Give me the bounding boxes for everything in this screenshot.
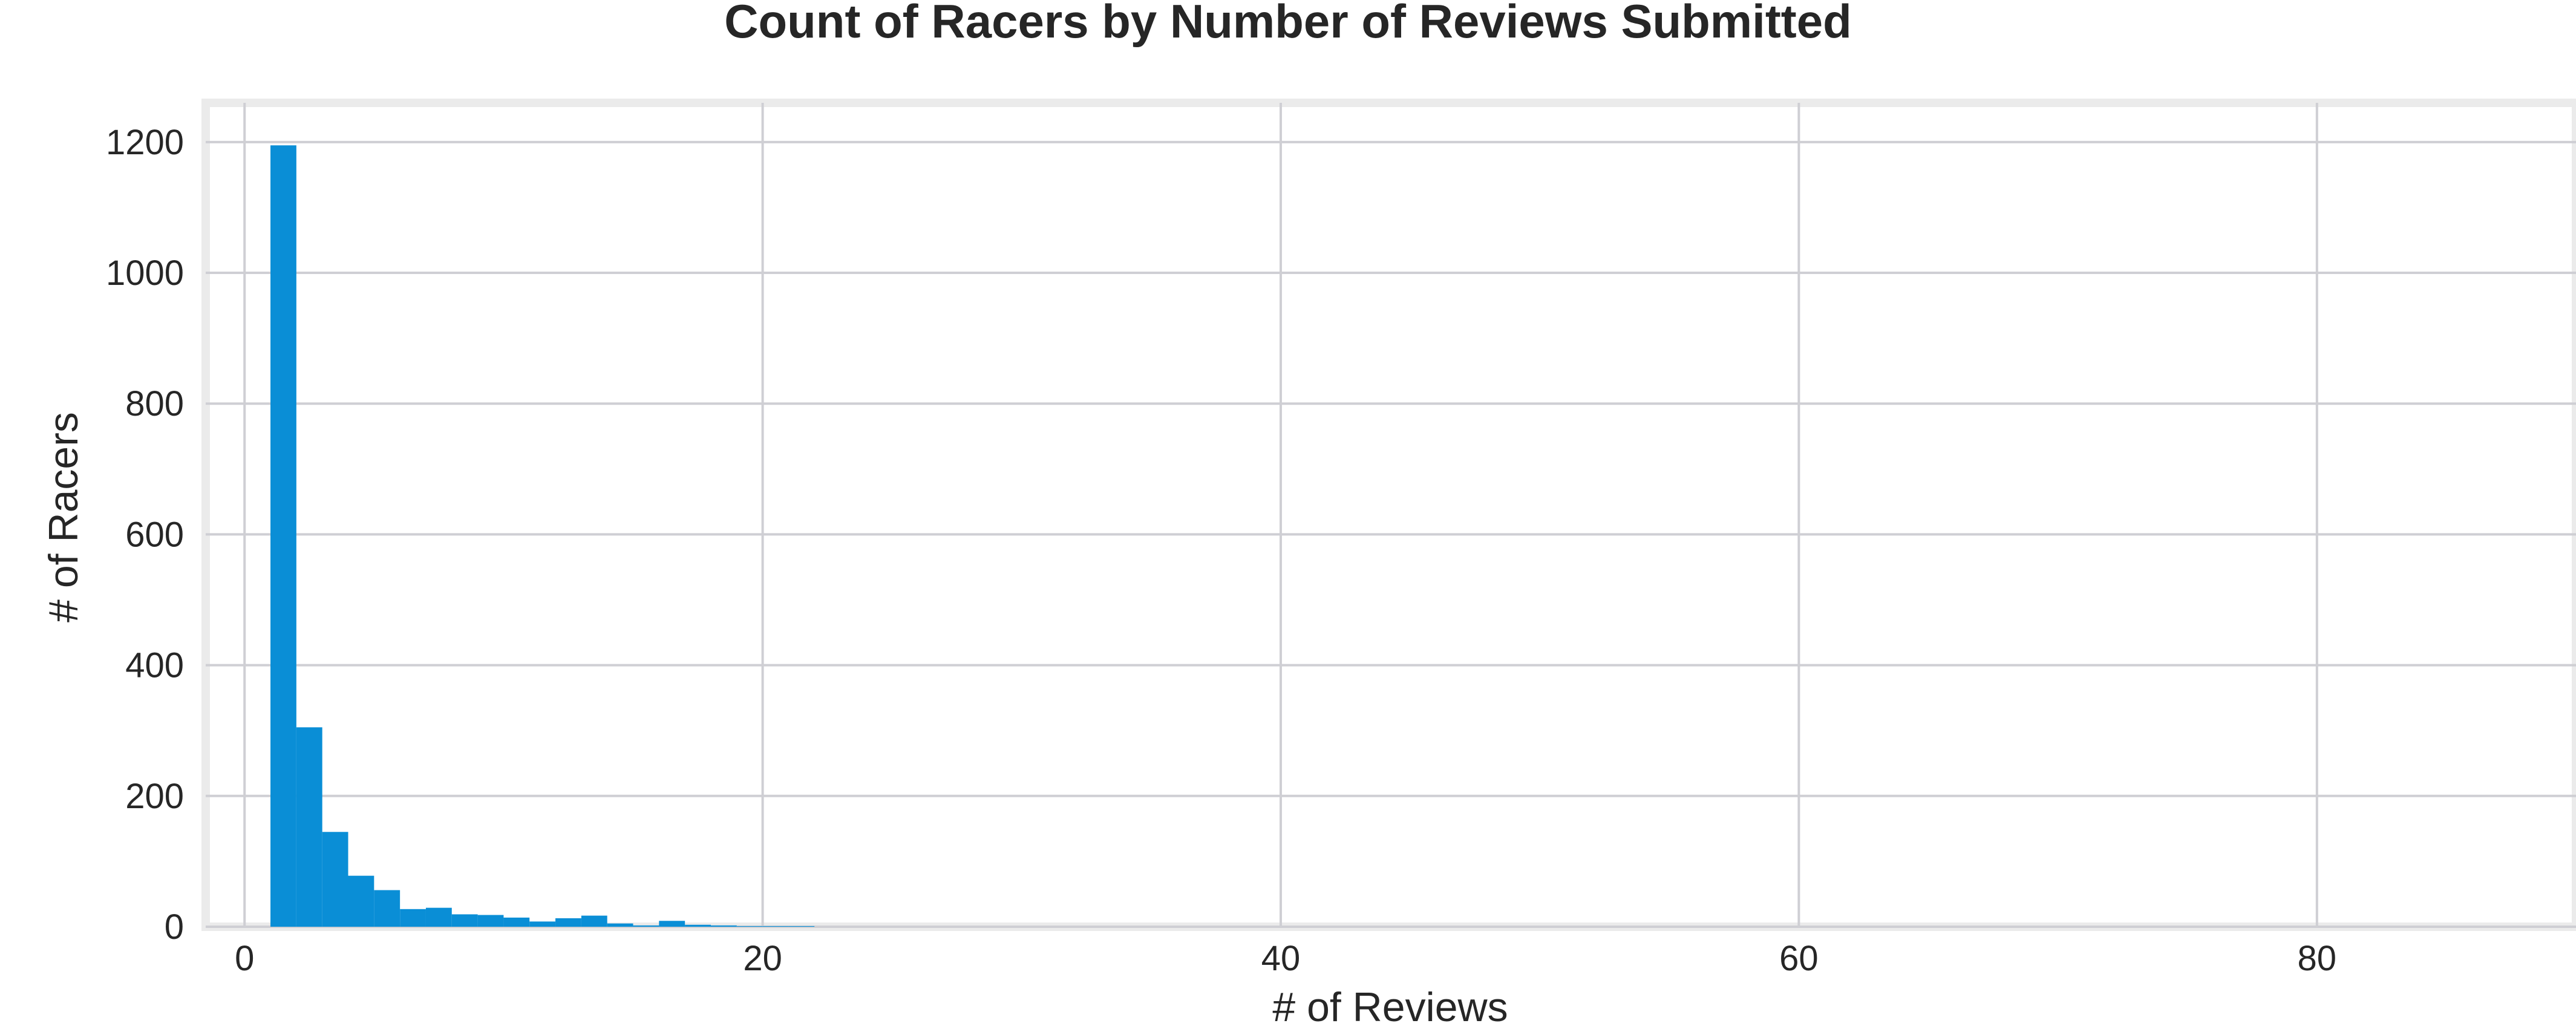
histogram-bar-3	[348, 875, 374, 927]
histogram-bar-9	[503, 917, 530, 927]
histogram-bar-7	[451, 914, 478, 927]
histogram-bar-10	[529, 921, 556, 927]
y-axis-label: # of Racers	[41, 412, 87, 622]
histogram-bar-19	[762, 926, 789, 927]
x-tick-label-40: 40	[1261, 939, 1301, 978]
grid-lines	[206, 103, 2576, 928]
histogram-bar-16	[685, 924, 711, 927]
histogram-bar-5	[400, 909, 426, 927]
y-tick-label-800: 800	[125, 384, 184, 423]
y-tick-label-600: 600	[125, 515, 184, 554]
histogram-bar-12	[581, 915, 607, 927]
y-tick-label-1000: 1000	[106, 253, 184, 293]
x-tick-label-20: 20	[743, 939, 782, 978]
histogram-bar-20	[788, 926, 815, 927]
histogram-bar-4	[374, 890, 400, 927]
plot-frame	[201, 99, 2576, 931]
histogram-bar-0	[270, 145, 296, 927]
y-tick-label-1200: 1200	[106, 123, 184, 162]
y-tick-label-400: 400	[125, 646, 184, 685]
plot-area	[201, 99, 2576, 931]
chart-title: Count of Racers by Number of Reviews Sub…	[724, 0, 1852, 48]
x-axis-ticks: 0 20 40 60 80	[235, 939, 2336, 978]
y-axis-ticks: 0 200 400 600 800 1000 1200	[106, 123, 184, 947]
histogram-bar-8	[477, 915, 504, 927]
histogram-bar-17	[710, 925, 737, 927]
histogram-bar-18	[736, 926, 763, 927]
x-tick-label-60: 60	[1779, 939, 1819, 978]
histogram-bars	[270, 145, 815, 927]
histogram-bar-6	[425, 907, 452, 927]
x-tick-label-80: 80	[2298, 939, 2337, 978]
x-axis-label: # of Reviews	[1272, 984, 1508, 1030]
histogram-bar-13	[607, 923, 633, 927]
y-tick-label-0: 0	[165, 907, 184, 947]
histogram-bar-1	[296, 727, 322, 927]
histogram-bar-11	[555, 918, 581, 927]
histogram-bar-14	[633, 925, 659, 927]
y-tick-label-200: 200	[125, 777, 184, 816]
histogram-bar-15	[659, 921, 685, 927]
histogram-bar-2	[322, 832, 348, 927]
x-tick-label-0: 0	[235, 939, 254, 978]
